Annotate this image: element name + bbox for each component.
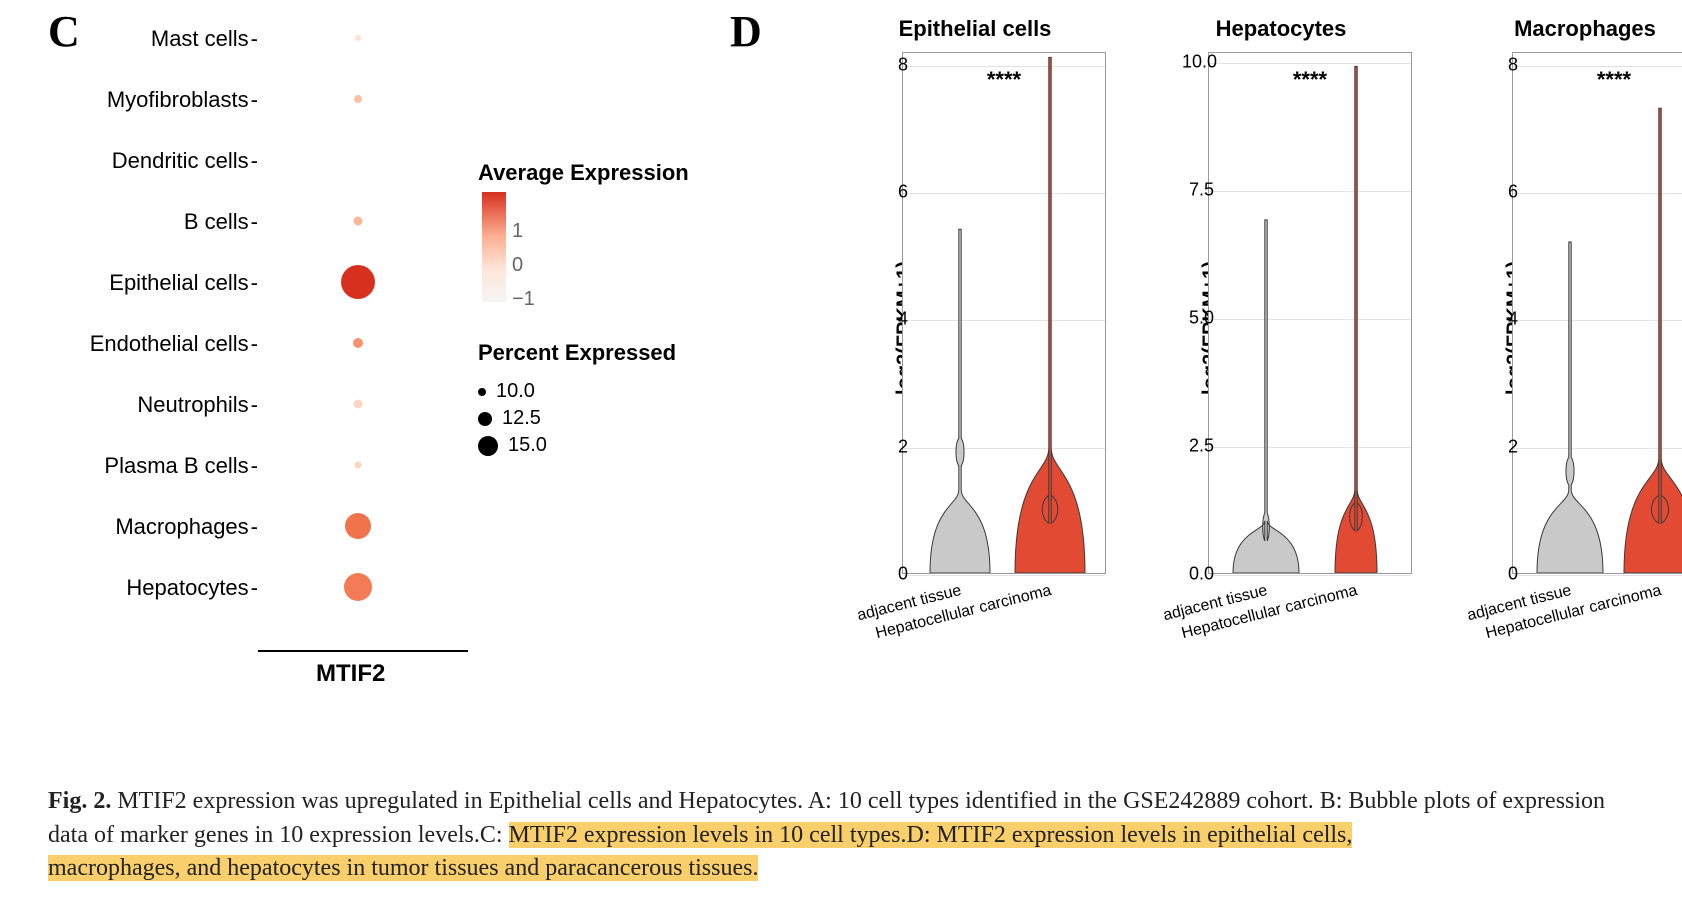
size-legend-dot [478, 436, 498, 456]
dotplot-dot [345, 513, 371, 539]
facet-ytick: 5.0 [1182, 308, 1214, 329]
caption-highlight-1: MTIF2 expression levels in 10 cell types… [509, 822, 1353, 848]
facet-title: Macrophages [1450, 16, 1682, 42]
figure-caption: Fig. 2. MTIF2 expression was upregulated… [48, 785, 1634, 886]
panel-label-c: C [48, 6, 80, 57]
dotplot-category-label: Neutrophils [137, 392, 258, 418]
violin-shape [924, 51, 996, 573]
dotplot-dot [354, 217, 363, 226]
caption-highlight-2: macrophages, and hepatocytes in tumor ti… [48, 855, 758, 881]
facet-ytick: 7.5 [1182, 180, 1214, 201]
facet-ytick: 0.0 [1182, 564, 1214, 585]
dotplot-category-label: Macrophages [115, 514, 258, 540]
panel-c-xlabel: MTIF2 [316, 660, 385, 688]
size-legend-row: 10.0 [478, 380, 708, 403]
facet-ytick: 8 [876, 54, 908, 75]
color-legend-tick: 1 [512, 214, 535, 248]
facet-ytick: 0 [876, 564, 908, 585]
gridline [1513, 575, 1682, 576]
size-legend-row: 15.0 [478, 434, 708, 457]
dotplot-category-label: Epithelial cells [109, 270, 258, 296]
panel-c-color-legend: Average Expression 10−1 [478, 160, 708, 302]
panel-c-dotplot: C Mast cellsMyofibroblastsDendritic cell… [48, 10, 708, 710]
size-legend-title: Percent Expressed [478, 340, 708, 366]
violin-shape [1531, 51, 1609, 573]
facet-ytick: 4 [876, 309, 908, 330]
facet-ytick: 2 [1486, 436, 1518, 457]
facet-title: Epithelial cells [840, 16, 1110, 42]
color-legend-tick: −1 [512, 282, 535, 316]
panel-label-d: D [730, 6, 762, 57]
dotplot-category-label: Hepatocytes [126, 575, 258, 601]
violin-facet: Epithelial cellslog2(FPKM+1)****02468adj… [840, 48, 1110, 608]
panel-c-size-legend: Percent Expressed 10.0 12.5 15.0 [478, 340, 708, 461]
facet-ytick: 2.5 [1182, 436, 1214, 457]
dotplot-dot [341, 265, 375, 299]
size-legend-label: 12.5 [502, 407, 541, 430]
facet-plot-area: **** [1208, 52, 1412, 574]
facet-ytick: 0 [1486, 564, 1518, 585]
dotplot-category-label: B cells [184, 209, 258, 235]
dotplot-category-label: Plasma B cells [104, 453, 258, 479]
size-legend-dot [478, 412, 492, 426]
facet-ytick: 10.0 [1182, 52, 1214, 73]
facet-plot-area: **** [902, 52, 1106, 574]
color-legend-title: Average Expression [478, 160, 708, 186]
gridline [903, 575, 1105, 576]
facet-ytick: 6 [876, 182, 908, 203]
size-legend-dot [478, 388, 486, 396]
dotplot-dot [354, 95, 362, 103]
violin-facet: Macrophageslog2(FPKM+1)****02468adjacent… [1450, 48, 1682, 608]
dotplot-dot [354, 400, 363, 409]
panel-c-xaxis [258, 650, 468, 652]
violin-shape [1618, 51, 1682, 573]
size-legend-label: 10.0 [496, 380, 535, 403]
violin-facet: Hepatocyteslog2(FPKM+1)****0.02.55.07.51… [1146, 48, 1416, 608]
dotplot-dot [355, 35, 361, 41]
dotplot-dot [353, 338, 363, 348]
dotplot-category-label: Endothelial cells [90, 331, 258, 357]
size-legend-label: 15.0 [508, 434, 547, 457]
dotplot-dot [355, 462, 362, 469]
violin-shape [1009, 51, 1091, 573]
facet-title: Hepatocytes [1146, 16, 1416, 42]
dotplot-category-label: Dendritic cells [112, 148, 258, 174]
dotplot-category-label: Myofibroblasts [107, 87, 258, 113]
facet-ytick: 6 [1486, 182, 1518, 203]
facet-ytick: 8 [1486, 54, 1518, 75]
violin-shape [1329, 51, 1383, 573]
color-legend-tick: 0 [512, 248, 535, 282]
gridline [1209, 575, 1411, 576]
facet-ytick: 2 [876, 436, 908, 457]
panel-d-violins: D Epithelial cellslog2(FPKM+1)****02468a… [730, 10, 1670, 730]
dotplot-dot [344, 573, 372, 601]
violin-shape [1227, 51, 1305, 573]
facet-plot-area: **** [1512, 52, 1682, 574]
size-legend-row: 12.5 [478, 407, 708, 430]
dotplot-category-label: Mast cells [151, 26, 258, 52]
facet-ytick: 4 [1486, 309, 1518, 330]
color-legend-bar [482, 192, 506, 302]
